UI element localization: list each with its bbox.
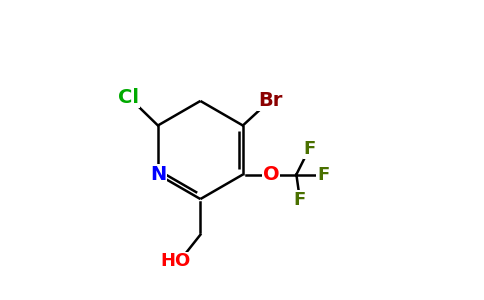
Text: F: F [293,191,305,209]
Text: O: O [263,165,279,184]
Text: Br: Br [258,91,283,110]
Text: F: F [317,166,329,184]
Text: N: N [150,165,166,184]
Text: F: F [303,140,316,158]
Text: Cl: Cl [118,88,139,107]
Text: HO: HO [161,253,191,271]
